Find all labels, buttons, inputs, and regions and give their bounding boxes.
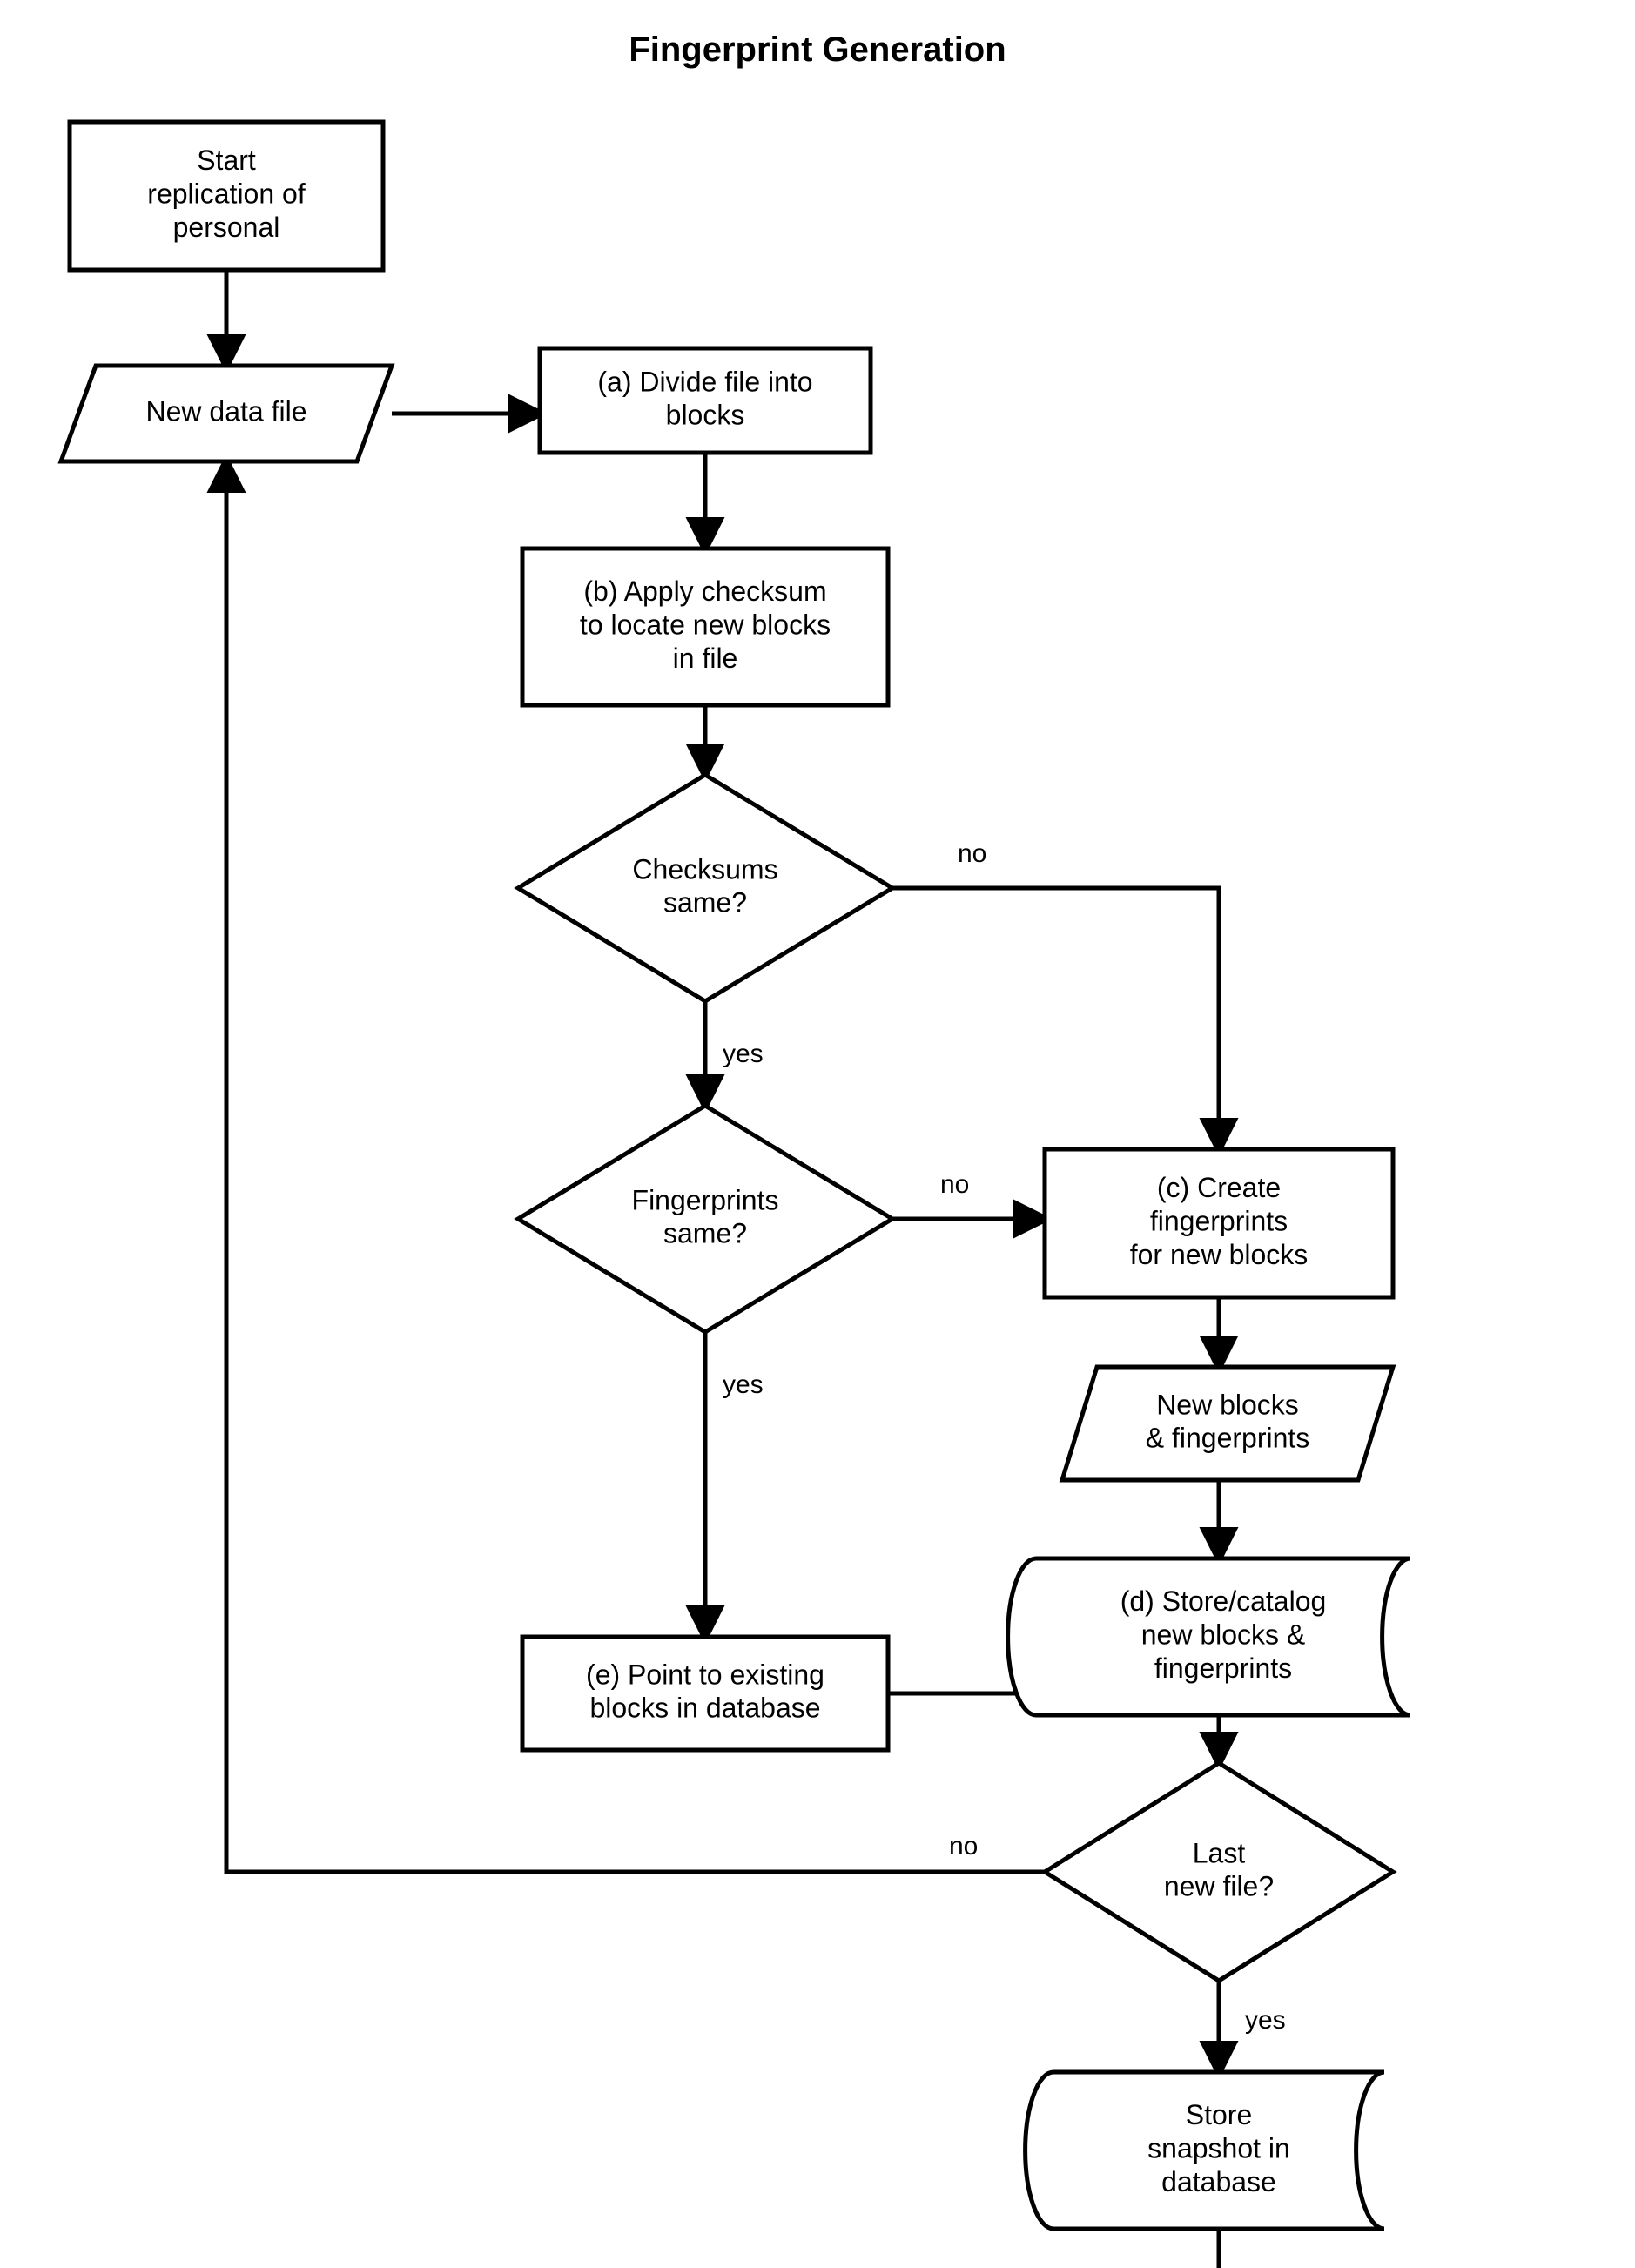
node-fpsame: Fingerprintssame?	[518, 1106, 892, 1332]
node-label: Last	[1193, 1837, 1246, 1868]
node-newblocks: New blocks& fingerprints	[1062, 1367, 1393, 1480]
node-label: Store	[1186, 2099, 1252, 2130]
node-label: database	[1161, 2166, 1276, 2197]
node-checksum: (b) Apply checksumto locate new blocksin…	[522, 548, 888, 705]
node-label: blocks in database	[589, 1693, 820, 1724]
node-label: (c) Create	[1157, 1172, 1281, 1203]
node-label: blocks	[666, 400, 745, 431]
node-cksame: Checksumssame?	[518, 775, 892, 1001]
edge-label: no	[940, 1170, 969, 1199]
node-label: new blocks &	[1141, 1619, 1306, 1650]
edge-label: no	[949, 1832, 978, 1861]
node-label: (d) Store/catalog	[1120, 1585, 1327, 1617]
node-label: (a) Divide file into	[597, 366, 812, 397]
node-createfp: (c) Createfingerprintsfor new blocks	[1045, 1149, 1393, 1297]
node-label: (e) Point to existing	[586, 1659, 824, 1690]
node-label: in file	[673, 643, 738, 674]
node-label: snapshot in	[1147, 2132, 1290, 2164]
node-label: personal	[173, 212, 280, 243]
edge-label: yes	[723, 1370, 764, 1399]
diagram-title: Fingerprint Generation	[629, 30, 1006, 69]
node-newdata: New data file	[61, 366, 392, 461]
node-label: (b) Apply checksum	[583, 575, 826, 607]
node-lastfile: Lastnew file?	[1045, 1763, 1393, 1981]
node-label: replication of	[147, 178, 306, 209]
node-divide: (a) Divide file intoblocks	[540, 348, 871, 453]
node-label: Fingerprints	[632, 1184, 779, 1215]
nodes-layer: Startreplication ofpersonal New data file…	[61, 122, 1410, 2229]
flowchart-canvas: Fingerprint GenerationyesnonoyesnoyesSta…	[0, 0, 1635, 2268]
edge-label: yes	[723, 1040, 764, 1068]
edge-label: yes	[1245, 2006, 1286, 2035]
node-label: same?	[663, 887, 747, 919]
edge-label: no	[958, 839, 986, 868]
node-label: fingerprints	[1154, 1652, 1292, 1684]
node-point: (e) Point to existingblocks in database	[522, 1637, 888, 1750]
node-store: (d) Store/catalognew blocks &fingerprint…	[1008, 1558, 1410, 1715]
node-label: & fingerprints	[1146, 1423, 1310, 1454]
node-snapshot: Storesnapshot indatabase	[1026, 2072, 1384, 2229]
node-start: Startreplication ofpersonal	[70, 122, 383, 270]
node-label: new file?	[1164, 1871, 1274, 1902]
edge-cksame	[892, 888, 1219, 1149]
node-label: Start	[197, 145, 256, 176]
node-label: to locate new blocks	[580, 609, 831, 640]
node-label: same?	[663, 1218, 747, 1249]
node-label: for new blocks	[1130, 1239, 1309, 1270]
node-label: New blocks	[1156, 1389, 1299, 1420]
node-label: Checksums	[632, 853, 777, 885]
node-label: New data file	[146, 395, 307, 427]
node-label: fingerprints	[1150, 1205, 1288, 1236]
